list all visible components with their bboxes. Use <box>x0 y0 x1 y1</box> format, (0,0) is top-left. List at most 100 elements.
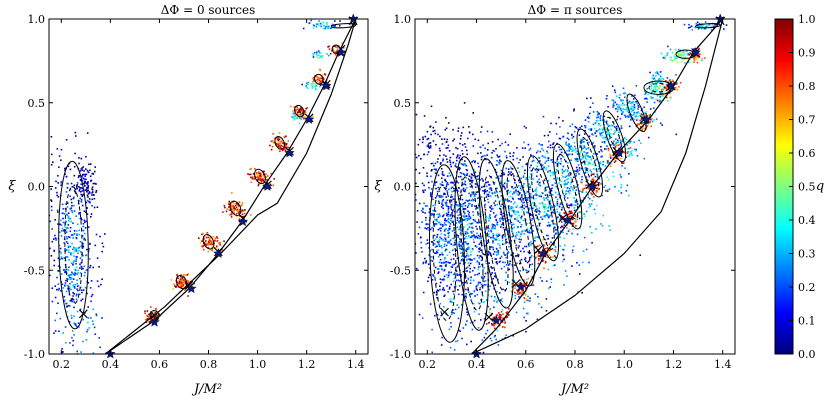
sample-point <box>60 220 62 222</box>
sample-point <box>599 151 601 153</box>
sample-point <box>518 194 520 196</box>
sample-point <box>597 114 599 116</box>
sample-point <box>570 177 572 179</box>
sample-point <box>97 206 99 208</box>
sample-point <box>572 124 574 126</box>
sample-point <box>423 262 425 264</box>
sample-point <box>68 224 70 226</box>
sample-point <box>490 230 492 232</box>
sample-point <box>458 235 460 237</box>
sample-point <box>495 177 497 179</box>
sample-point <box>442 279 444 281</box>
sample-point <box>416 221 418 223</box>
sample-point <box>531 255 533 257</box>
sample-point <box>422 138 424 140</box>
sample-point <box>483 281 485 283</box>
sample-point <box>82 174 84 176</box>
sample-point <box>74 250 76 252</box>
sample-point <box>673 54 675 56</box>
sample-point <box>461 163 463 165</box>
sample-point <box>256 174 258 176</box>
sample-point <box>544 190 546 192</box>
sample-point <box>546 310 548 312</box>
sample-point <box>571 134 573 136</box>
sample-point <box>537 166 539 168</box>
sample-point <box>84 185 86 187</box>
sample-point <box>449 222 451 224</box>
sample-point <box>259 173 261 175</box>
sample-point <box>84 272 86 274</box>
sample-point <box>53 238 55 240</box>
sample-point <box>544 179 546 181</box>
sample-point <box>404 229 406 231</box>
sample-point <box>584 133 586 135</box>
sample-point <box>564 180 566 182</box>
sample-point <box>620 139 622 141</box>
sample-point <box>479 289 481 291</box>
sample-point <box>470 254 472 256</box>
sample-point <box>491 152 493 154</box>
sample-point <box>714 24 716 26</box>
sample-point <box>467 218 469 220</box>
sample-point <box>655 79 657 81</box>
star-marker <box>285 148 295 157</box>
sample-point <box>663 57 665 59</box>
sample-point <box>529 186 531 188</box>
sample-point <box>561 152 563 154</box>
sample-point <box>471 259 473 261</box>
sample-point <box>559 149 561 151</box>
sample-point <box>99 347 101 349</box>
sample-point <box>76 230 78 232</box>
sample-point <box>70 227 72 229</box>
sample-point <box>624 96 626 98</box>
sample-point <box>57 175 59 177</box>
sample-point <box>504 243 506 245</box>
sample-point <box>504 183 506 185</box>
sample-point <box>201 245 203 247</box>
sample-point <box>85 287 87 289</box>
sample-point <box>636 85 638 87</box>
sample-point <box>83 183 85 185</box>
sample-point <box>445 129 447 131</box>
sample-point <box>77 253 79 255</box>
sample-point <box>564 224 566 226</box>
sample-point <box>242 203 244 205</box>
sample-point <box>656 85 658 87</box>
sample-point <box>498 250 500 252</box>
sample-point <box>449 262 451 264</box>
sample-point <box>598 168 600 170</box>
sample-point <box>450 196 452 198</box>
sample-point <box>446 128 448 130</box>
sample-point <box>51 228 53 230</box>
sample-point <box>672 81 674 83</box>
sample-point <box>443 295 445 297</box>
sample-point <box>555 182 557 184</box>
sample-point <box>312 53 314 55</box>
sample-point <box>655 75 657 77</box>
sample-point <box>441 262 443 264</box>
sample-point <box>71 262 73 264</box>
sample-point <box>409 204 411 206</box>
sample-point <box>513 224 515 226</box>
sample-point <box>498 156 500 158</box>
sample-point <box>86 191 88 193</box>
sample-point <box>652 121 654 123</box>
sample-point <box>597 120 599 122</box>
sample-point <box>572 249 574 251</box>
sample-point <box>602 137 604 139</box>
sample-point <box>438 202 440 204</box>
sample-point <box>446 190 448 192</box>
sample-point <box>452 140 454 142</box>
sample-point <box>59 155 61 157</box>
sample-point <box>637 103 639 105</box>
sample-point <box>87 170 89 172</box>
sample-point <box>101 251 103 253</box>
sample-point <box>74 247 76 249</box>
sample-point <box>56 389 58 391</box>
sample-point <box>584 237 586 239</box>
sample-point <box>544 199 546 201</box>
boundary-left-curve <box>472 19 723 354</box>
sample-point <box>460 176 462 178</box>
sample-point <box>71 315 73 317</box>
sample-point <box>233 203 235 205</box>
